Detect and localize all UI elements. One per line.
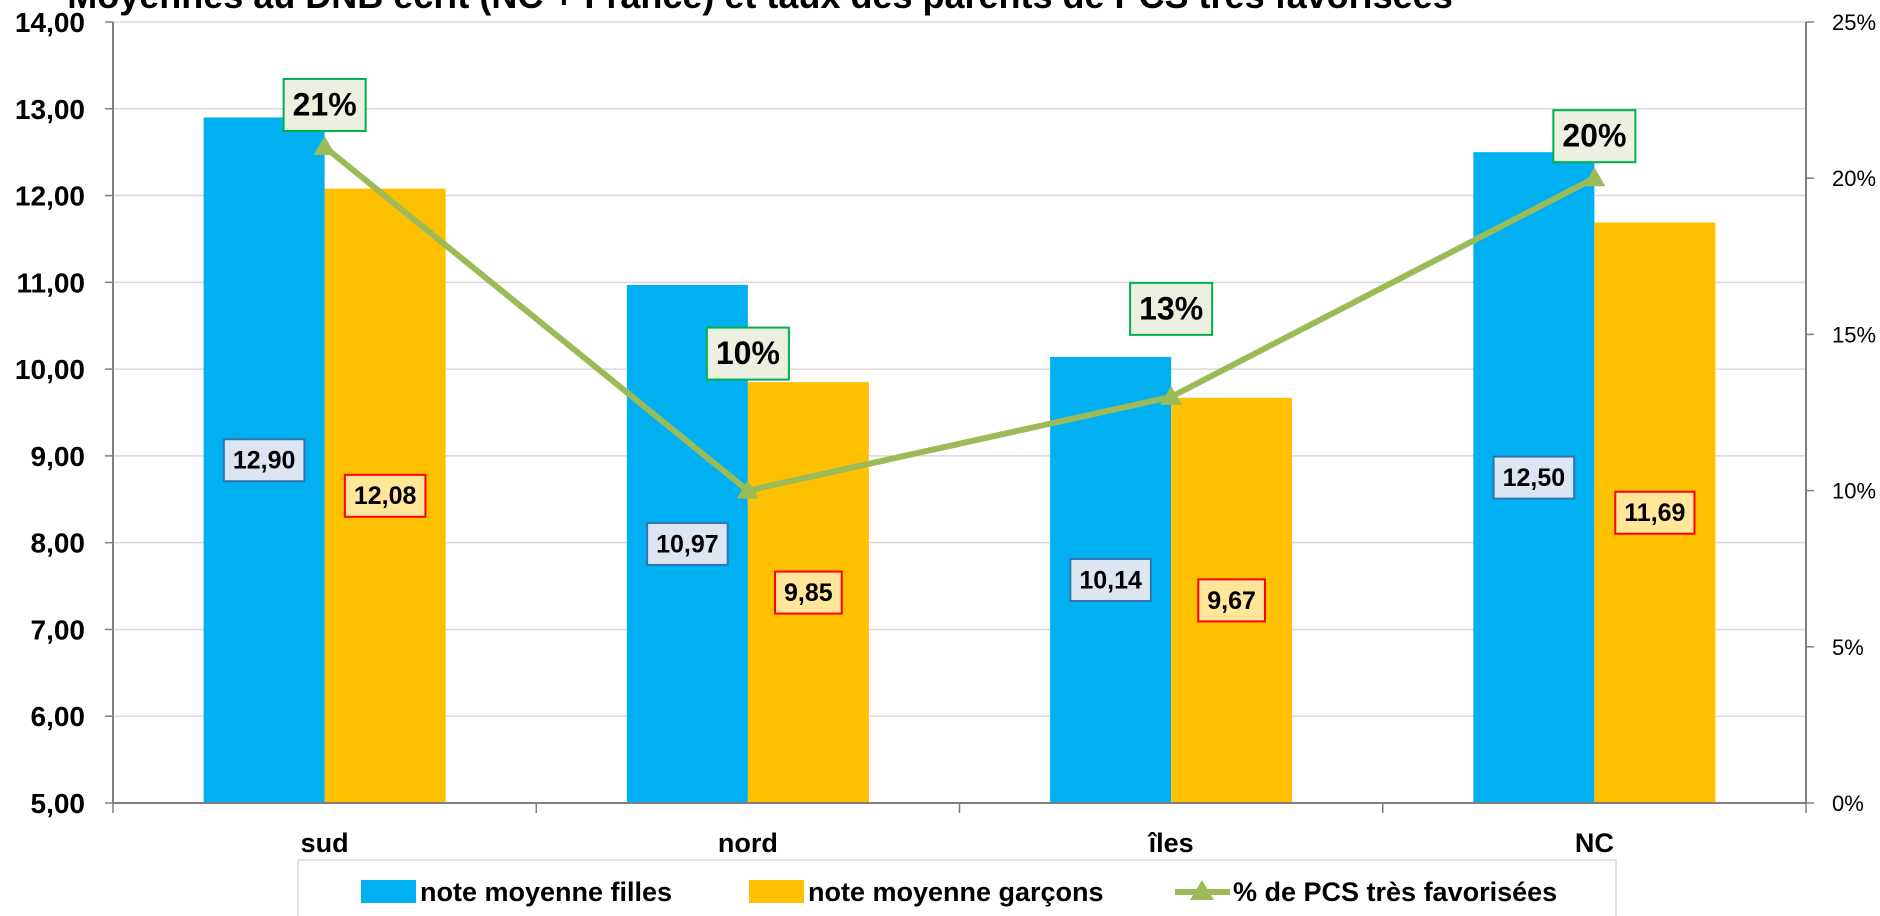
line-marker <box>1583 167 1606 187</box>
y-left-tick-label: 10,00 <box>15 354 85 385</box>
y-left-tick-label: 6,00 <box>31 701 86 732</box>
bar-data-label-box <box>343 473 427 518</box>
bar-data-label: 12,90 <box>233 447 296 475</box>
legend-label: note moyenne garçons <box>808 877 1104 907</box>
line-marker <box>313 135 336 155</box>
line-pcs-tres-favorisees <box>322 144 1596 494</box>
bar-data-label: 10,14 <box>1079 566 1142 594</box>
legend-label: note moyenne filles <box>420 877 672 907</box>
bar-data-label-box <box>646 521 729 566</box>
bar-data-label: 9,85 <box>784 579 833 607</box>
bar-data-label: 12,08 <box>354 482 417 510</box>
legend-marker <box>1190 880 1214 900</box>
bar-data-label-box <box>1614 490 1696 535</box>
legend-swatch <box>749 880 804 903</box>
y-left-tick-label: 12,00 <box>15 181 85 212</box>
bar-data-label-box <box>222 438 306 483</box>
chart-title: Moyennes au DNB écrit (NC + France) et t… <box>67 0 1452 16</box>
y-left-tick-label: 11,00 <box>16 267 85 298</box>
line-data-label: 20% <box>1562 118 1626 154</box>
legend-box <box>297 859 1617 916</box>
legend-swatch <box>361 880 416 903</box>
line-data-label: 13% <box>1139 290 1203 326</box>
y-left-tick-label: 7,00 <box>31 614 86 645</box>
x-tick-label: NC <box>1575 828 1614 858</box>
bar-data-label-box <box>1492 455 1576 500</box>
bar-data-label-box <box>1197 578 1266 623</box>
line-data-label-box <box>1129 281 1214 336</box>
line-data-label: 10% <box>716 335 780 371</box>
y-left-tick-label: 9,00 <box>31 441 86 472</box>
y-right-tick-label: 5% <box>1832 635 1864 660</box>
y-right-tick-label: 20% <box>1832 166 1876 191</box>
bar-data-label: 10,97 <box>656 530 719 558</box>
y-left-tick-label: 13,00 <box>15 94 85 125</box>
line-data-label: 21% <box>293 86 357 122</box>
y-left-tick-label: 5,00 <box>31 788 86 819</box>
bar-data-label-box <box>1069 557 1152 602</box>
bar-data-label: 12,50 <box>1503 464 1566 492</box>
bar-data-label: 11,69 <box>1624 499 1685 527</box>
y-right-tick-label: 15% <box>1832 322 1876 347</box>
bar-data-label: 9,67 <box>1207 587 1256 615</box>
bar-data-label-box <box>774 570 843 615</box>
x-tick-label: sud <box>301 828 349 858</box>
y-left-tick-label: 14,00 <box>15 7 85 38</box>
line-marker <box>736 479 759 499</box>
line-data-label-box <box>705 326 790 381</box>
line-data-label-box <box>1552 109 1637 164</box>
line-marker <box>1160 385 1183 405</box>
y-left-tick-label: 8,00 <box>31 528 86 559</box>
y-right-tick-label: 0% <box>1832 791 1864 816</box>
legend-label: % de PCS très favorisées <box>1233 877 1557 907</box>
x-tick-label: nord <box>718 828 778 858</box>
y-right-tick-label: 25% <box>1832 10 1876 35</box>
y-right-tick-label: 10% <box>1832 479 1876 504</box>
line-data-label-box <box>282 77 367 132</box>
x-tick-label: îles <box>1147 828 1194 858</box>
